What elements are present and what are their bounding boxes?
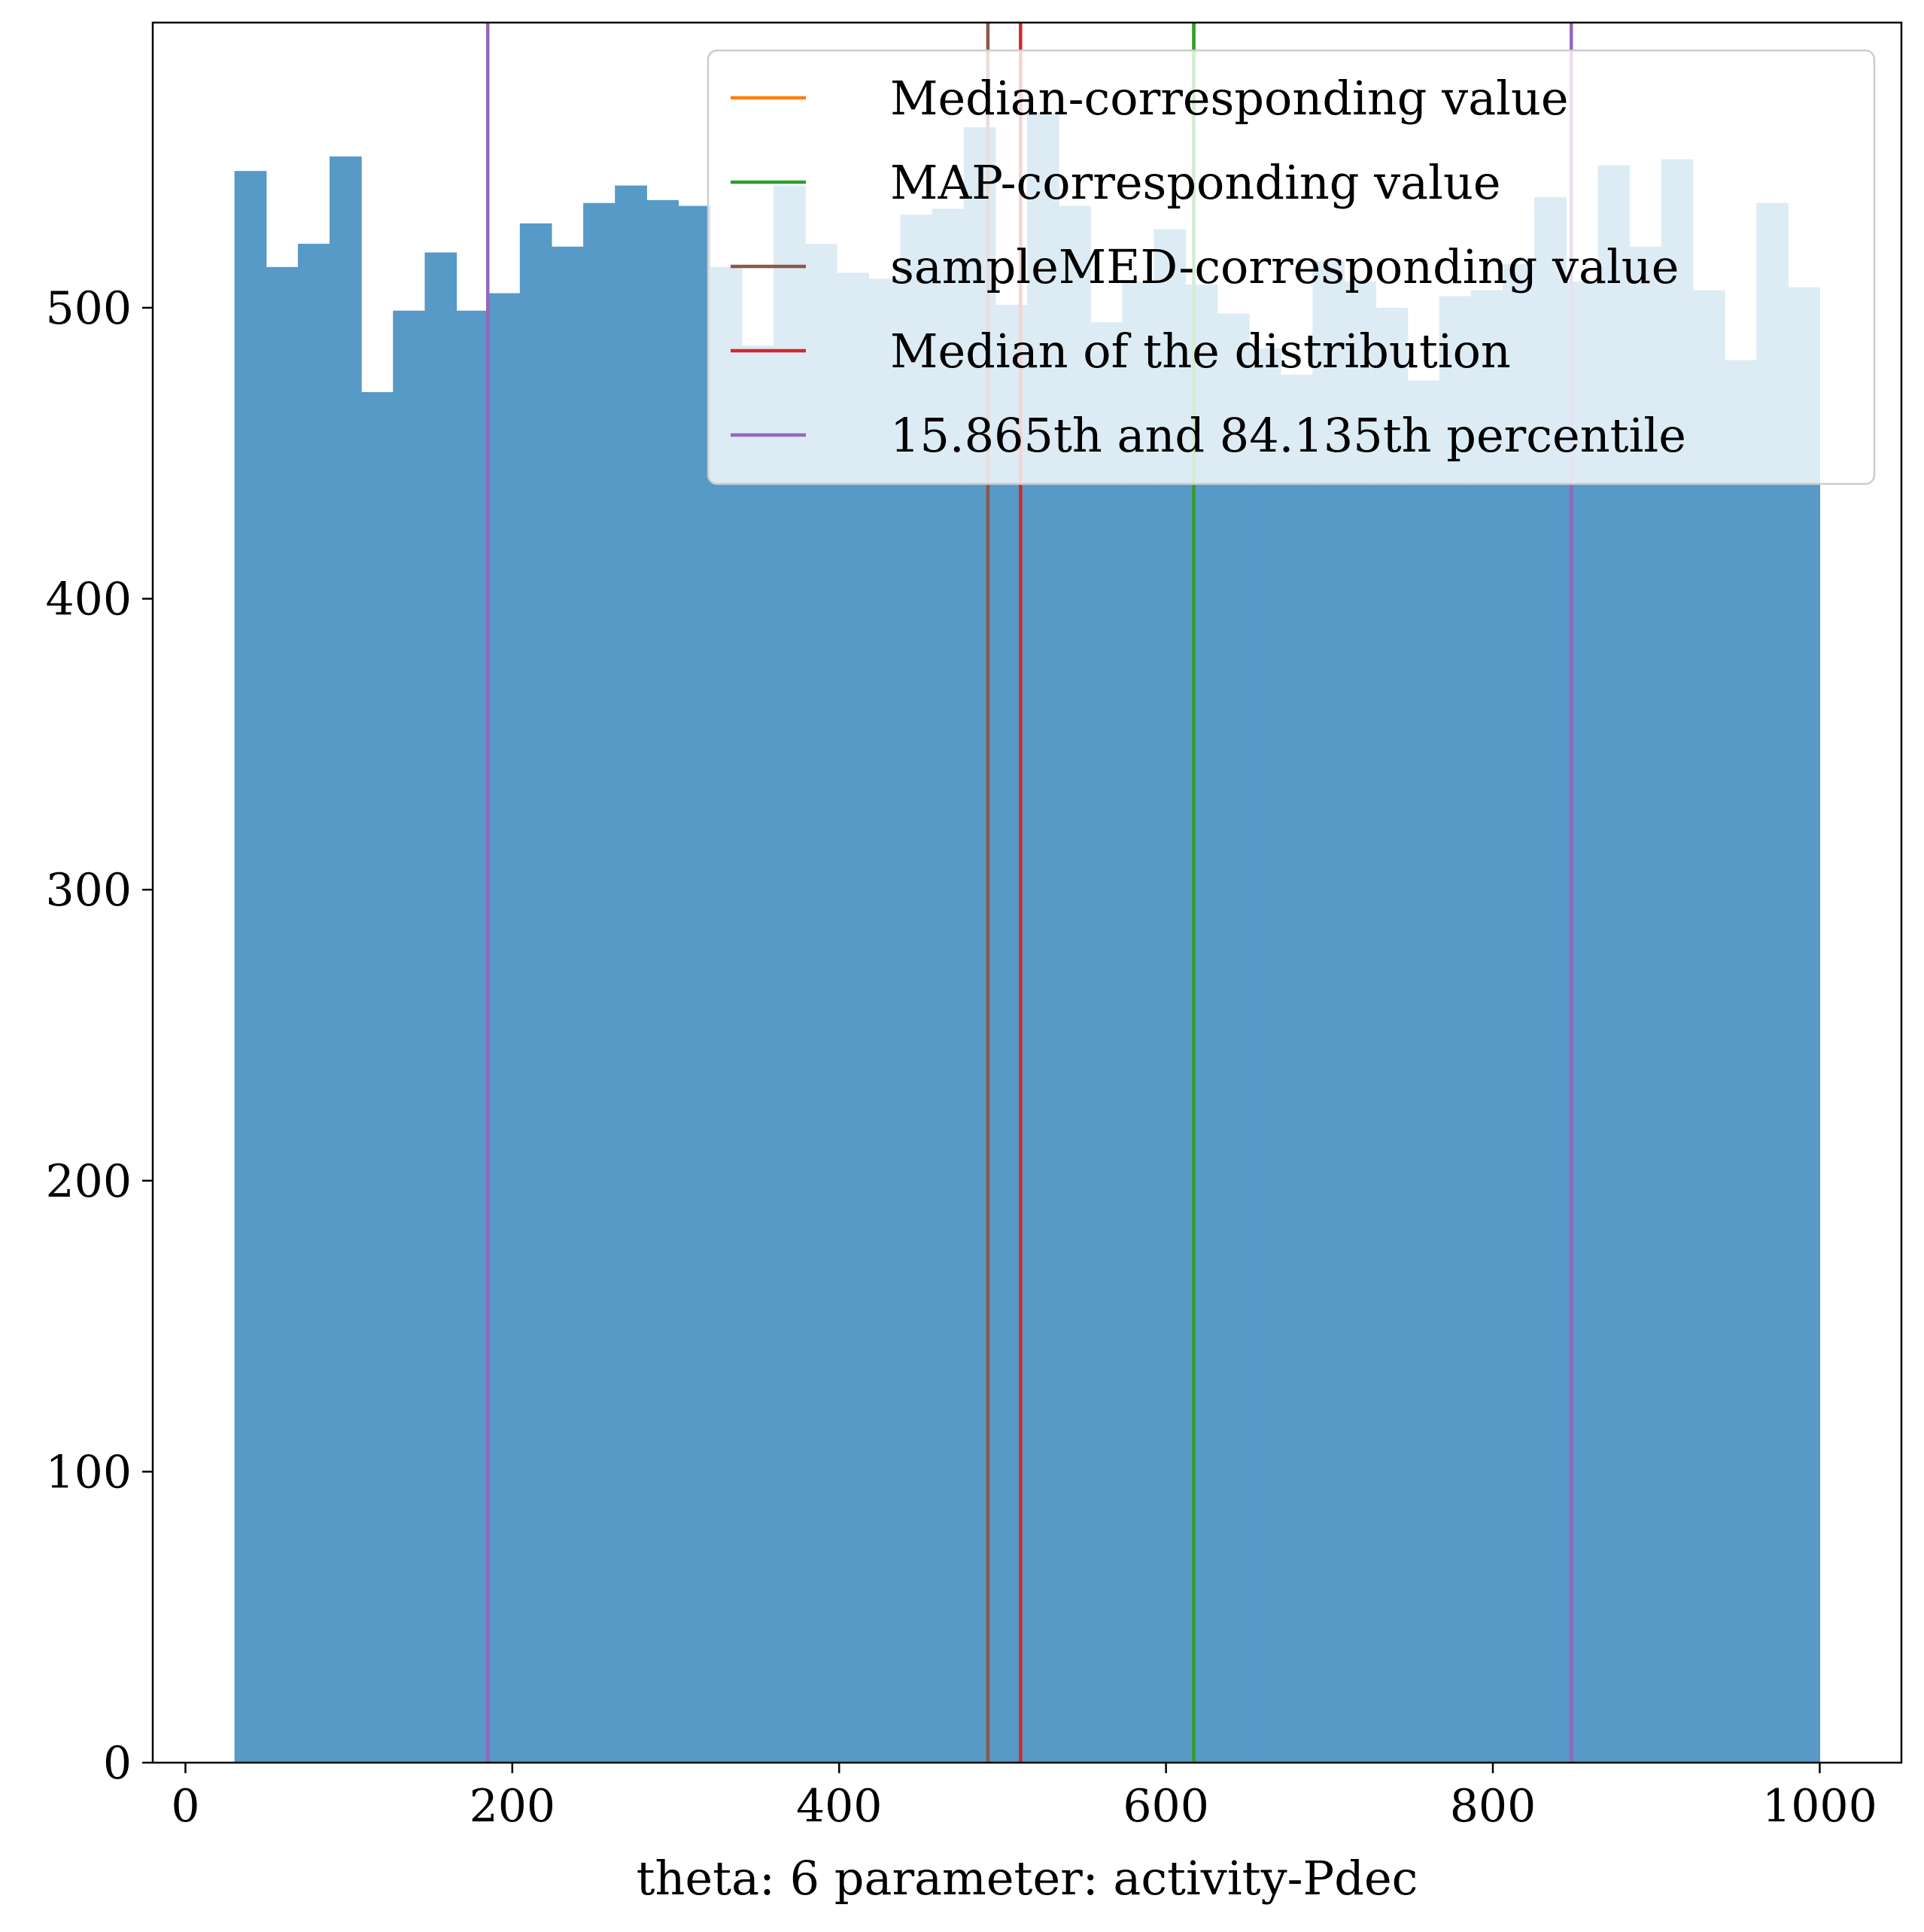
histogram-bar-19	[837, 272, 869, 1763]
histogram-bar-4	[361, 392, 394, 1763]
legend: Median-corresponding value MAP-correspond…	[707, 49, 1876, 485]
histogram-bar-44	[1629, 246, 1662, 1763]
x-tick-label-0: 0	[171, 1780, 199, 1833]
histogram-bar-37	[1407, 380, 1440, 1763]
histogram-bar-47	[1724, 360, 1757, 1763]
legend-label-1: MAP-corresponding value	[890, 155, 1501, 210]
y-axis-ticks: 0 100 200 300 400 500	[45, 282, 153, 1790]
histogram-bar-35	[1344, 281, 1377, 1763]
histogram-bar-14	[678, 205, 711, 1763]
histogram-bar-31	[1217, 313, 1250, 1763]
x-axis-ticks: 0 200 400 600 800 1000	[171, 1763, 1877, 1833]
histogram-bar-49	[1788, 287, 1821, 1763]
x-tick-label-5: 1000	[1762, 1780, 1877, 1833]
histogram-bar-3	[330, 156, 362, 1763]
x-axis-label: theta: 6 parameter: activity-Pdec	[637, 1851, 1418, 1906]
histogram-bar-33	[1281, 374, 1313, 1763]
y-tick-label-5: 500	[45, 282, 132, 335]
x-tick-label-4: 800	[1450, 1780, 1536, 1833]
histogram-bar-39	[1470, 290, 1503, 1763]
histogram-bar-36	[1375, 307, 1409, 1763]
histogram-bar-10	[551, 246, 584, 1763]
histogram-bar-12	[615, 185, 647, 1763]
histogram-bar-28	[1122, 281, 1155, 1763]
y-tick-label-4: 400	[45, 574, 132, 626]
x-tick-label-2: 400	[796, 1780, 883, 1833]
histogram-bar-2	[297, 243, 330, 1763]
histogram-bar-16	[741, 345, 774, 1763]
histogram-bar-27	[1090, 322, 1123, 1763]
histogram-bar-24	[995, 305, 1028, 1763]
legend-box	[707, 49, 1876, 485]
y-tick-label-2: 200	[45, 1155, 132, 1208]
histogram-bar-11	[583, 202, 615, 1763]
histogram-bar-34	[1312, 261, 1345, 1763]
legend-label-0: Median-corresponding value	[890, 71, 1569, 126]
histogram-bar-20	[868, 278, 901, 1763]
histogram-bar-6	[424, 252, 457, 1763]
histogram-bar-0	[234, 171, 267, 1763]
histogram-bar-38	[1439, 296, 1472, 1763]
histogram-bar-18	[805, 243, 837, 1763]
histogram-bar-15	[710, 266, 743, 1763]
legend-label-3: Median of the distribution	[890, 324, 1511, 379]
histogram-bar-1	[266, 266, 299, 1763]
histogram-bar-13	[646, 199, 679, 1763]
histogram-bar-40	[1503, 263, 1535, 1763]
histogram-bar-32	[1248, 348, 1281, 1763]
histogram-bar-8	[488, 293, 521, 1763]
histogram-bar-9	[519, 223, 552, 1763]
legend-label-2: sampleMED-corresponding value	[890, 239, 1679, 294]
histogram-bar-46	[1692, 290, 1725, 1763]
y-tick-label-0: 0	[103, 1737, 132, 1790]
y-tick-label-1: 100	[45, 1446, 132, 1498]
y-tick-label-3: 300	[45, 864, 132, 917]
x-tick-label-3: 600	[1123, 1780, 1209, 1833]
histogram-bar-7	[456, 310, 489, 1763]
histogram-bar-30	[1185, 284, 1218, 1763]
legend-label-4: 15.865th and 84.135th percentile	[890, 408, 1686, 463]
histogram-bar-5	[393, 310, 426, 1763]
x-tick-label-1: 200	[470, 1780, 556, 1833]
plot-frame	[151, 21, 1903, 1764]
